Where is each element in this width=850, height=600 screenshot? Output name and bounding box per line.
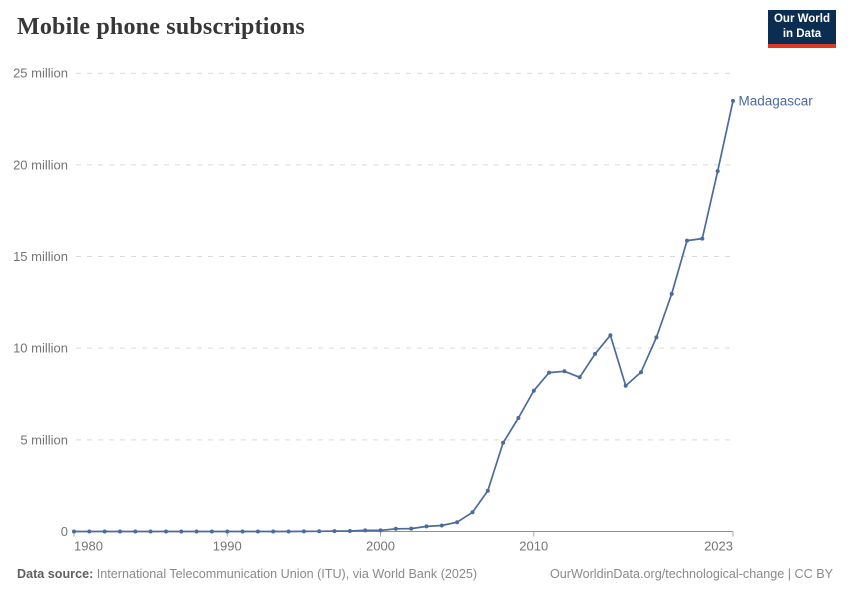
data-point-marker [516,416,521,420]
data-point-marker [485,488,490,493]
data-point-marker [317,529,322,534]
data-point-marker [240,529,245,534]
data-point-marker [731,98,735,103]
data-point-marker [424,524,429,529]
data-point-marker [102,529,107,534]
data-point-marker [409,526,414,531]
entity-label[interactable]: Madagascar [739,93,814,108]
data-point-marker [501,440,506,445]
data-source-text: International Telecommunication Union (I… [93,567,478,581]
chart-title: Mobile phone subscriptions [17,14,305,40]
data-point-marker [639,370,643,375]
owid-url-link[interactable]: OurWorldinData.org/technological-change … [549,567,833,581]
data-point-marker [654,335,659,340]
x-axis-tick-label: 1990 [213,539,242,554]
chart-footer: Data source: International Telecommunica… [17,567,833,581]
y-axis-tick-label: 5 million [20,432,68,447]
data-point-marker [562,369,567,374]
data-point-marker [194,529,199,534]
data-point-marker [87,529,92,534]
data-point-marker [577,375,582,380]
owid-logo-line1: Our World [773,13,830,26]
data-point-marker [347,529,352,533]
data-point-marker [531,388,536,393]
data-point-marker [332,529,337,534]
data-source-note: Data source: International Telecommunica… [17,567,477,581]
x-axis-tick-label: 1980 [74,539,103,554]
x-axis-tick-label: 2010 [519,539,548,554]
y-axis-tick-label: 10 million [13,341,68,356]
data-point-marker [179,529,184,534]
data-point-marker [164,529,168,534]
madagascar-line [73,100,734,533]
data-point-marker [470,510,475,515]
data-point-marker [439,523,444,528]
y-axis-tick-label: 25 million [13,66,68,81]
data-point-marker [685,238,689,243]
data-point-marker [286,529,291,534]
owid-logo-line2: in Data [782,28,822,40]
data-point-marker [378,528,383,533]
data-point-marker [393,526,398,531]
data-point-marker [255,529,260,534]
data-source-label: Data source: [17,567,94,581]
y-axis-tick-label: 0 [61,524,68,539]
data-point-marker [623,383,628,388]
data-point-marker [669,291,674,296]
data-point-marker [700,236,705,241]
data-point-marker [608,333,613,338]
data-point-marker [271,529,276,534]
data-point-marker [547,370,552,375]
y-axis-tick-label: 20 million [13,157,68,172]
x-axis-tick-label: 2000 [366,539,395,554]
data-point-marker [301,529,306,534]
data-point-marker [455,520,460,525]
data-point-marker [225,529,230,534]
x-axis-tick-label: 2023 [704,539,733,554]
data-point-marker [715,169,720,174]
y-axis-tick-label: 15 million [13,249,68,264]
data-point-marker [209,529,214,534]
owid-logo[interactable]: Our World in Data [768,10,836,48]
data-point-marker [72,529,76,534]
data-point-marker [593,351,598,356]
data-point-marker [133,529,138,534]
data-point-marker [363,528,368,533]
data-point-marker [148,529,153,534]
data-point-marker [118,529,122,534]
